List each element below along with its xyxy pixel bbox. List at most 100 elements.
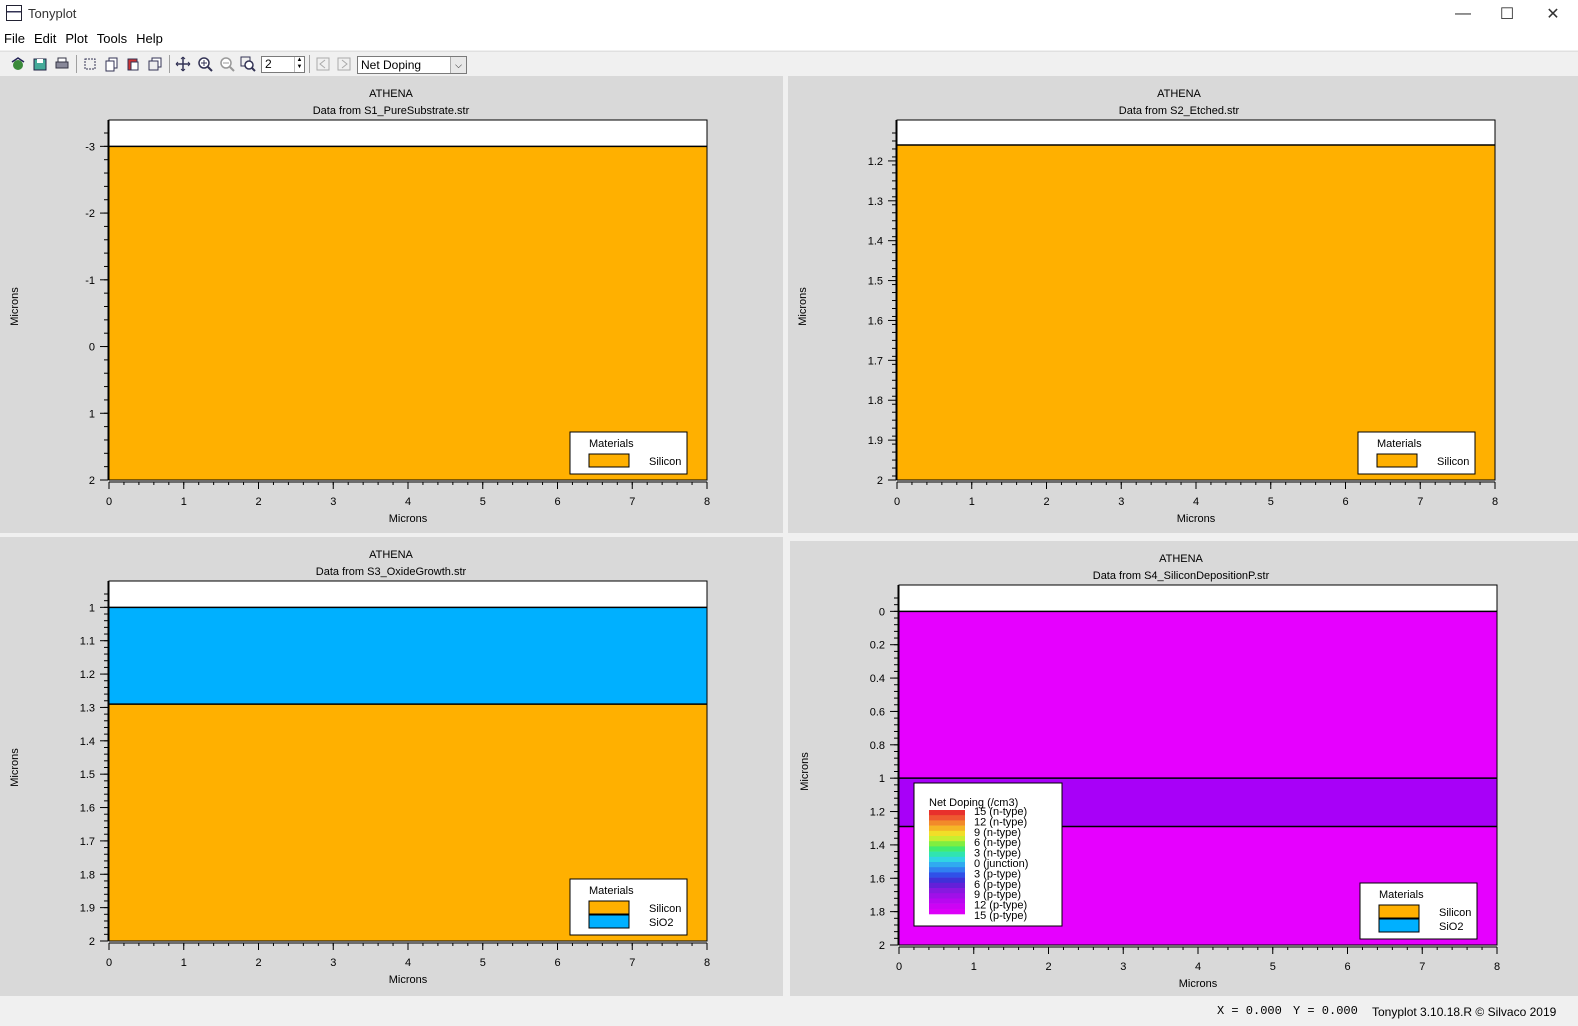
plot-subtitle: Data from S1_PureSubstrate.str xyxy=(313,105,470,117)
minimize-button[interactable]: — xyxy=(1455,5,1471,22)
x-tick-label: 7 xyxy=(629,496,635,508)
doping-color-step xyxy=(929,851,965,858)
doping-color-step xyxy=(929,846,965,852)
y-axis-label: Microns xyxy=(9,287,21,326)
close-button[interactable]: ✕ xyxy=(1546,6,1560,23)
x-tick-label: 6 xyxy=(554,957,560,969)
x-tick-label: 5 xyxy=(480,957,486,969)
doping-color-step xyxy=(929,841,965,847)
doping-legend-label: 3 (p-type) xyxy=(974,868,1021,880)
doping-color-step xyxy=(929,872,965,878)
plot-area: ATHENA Data from S1_PureSubstrate.str -3 -2… xyxy=(0,76,1578,998)
x-tick-label: 4 xyxy=(1195,961,1201,973)
zoom-in-icon[interactable] xyxy=(196,55,214,73)
x-tick-label: 7 xyxy=(1419,961,1425,973)
zoom-fit-icon[interactable] xyxy=(239,55,257,73)
doping-color-step xyxy=(929,898,965,904)
y-tick-label: 1.7 xyxy=(80,836,95,848)
x-tick-label: 1 xyxy=(971,961,977,973)
plot-frame xyxy=(896,119,1496,481)
menu-plot[interactable]: Plot xyxy=(65,31,88,46)
legend-swatch-sio2 xyxy=(1378,918,1420,933)
y-tick-label: 1.7 xyxy=(868,355,883,367)
y-tick-label: 1.1 xyxy=(80,636,95,648)
menu-bar: File Edit Plot Tools Help xyxy=(0,28,1578,50)
menu-file[interactable]: File xyxy=(4,31,25,46)
material-layer-doping_p xyxy=(899,611,1497,779)
select-region-icon[interactable] xyxy=(81,55,99,73)
legend-label-silicon: Silicon xyxy=(649,456,681,468)
y-tick-label: 1.2 xyxy=(80,669,95,681)
x-axis-label: Microns xyxy=(389,974,428,986)
doping-color-step xyxy=(929,877,965,884)
paste-icon[interactable] xyxy=(124,55,142,73)
y-axis-label: Microns xyxy=(799,752,811,791)
doping-color-step xyxy=(929,820,965,826)
maximize-button[interactable]: ☐ xyxy=(1499,6,1515,23)
doping-color-step xyxy=(929,908,965,915)
y-tick-label: -3 xyxy=(85,141,95,153)
tonyplot-app-icon xyxy=(6,5,22,21)
x-tick-label: 0 xyxy=(896,961,902,973)
y-tick-label: 0.8 xyxy=(870,740,885,752)
y-tick-label: 0.2 xyxy=(870,640,885,652)
legend-swatch-silicon xyxy=(1376,453,1418,468)
next-frame-icon[interactable] xyxy=(335,55,353,73)
y-tick-label: 2 xyxy=(879,940,885,952)
x-tick-label: 6 xyxy=(554,496,560,508)
doping-legend-label: 6 (p-type) xyxy=(974,879,1021,891)
net-doping-legend-title: Net Doping (/cm3) xyxy=(929,797,1018,809)
y-tick-label: 0 xyxy=(879,606,885,618)
previous-frame-icon[interactable] xyxy=(314,55,332,73)
y-tick-label: 1.8 xyxy=(80,869,95,881)
menu-tools[interactable]: Tools xyxy=(96,31,128,46)
plot-panel-4: ATHENA Data from S4_SiliconDepositionP.st… xyxy=(790,541,1578,996)
menu-help[interactable]: Help xyxy=(136,31,163,46)
y-tick-label: 0 xyxy=(89,342,95,354)
plot-panel-3: ATHENA Data from S3_OxideGrowth.str 1 1.1 1.… xyxy=(0,537,783,996)
plot-title: ATHENA xyxy=(369,88,413,100)
save-file-icon[interactable] xyxy=(31,55,49,73)
plots-canvas[interactable]: ATHENA Data from S1_PureSubstrate.str -3 -2… xyxy=(0,76,1578,998)
y-tick-label: 1.3 xyxy=(868,196,883,208)
spinner-arrows-icon[interactable]: ▲ ▼ xyxy=(294,57,304,72)
legend-swatch-silicon xyxy=(1378,904,1420,919)
y-tick-label: -1 xyxy=(85,275,95,287)
x-axis-label: Microns xyxy=(389,513,428,525)
legend-label-sio2: SiO2 xyxy=(1439,921,1463,933)
doping-color-step xyxy=(929,893,965,899)
print-icon[interactable] xyxy=(53,55,71,73)
y-tick-label: 1.2 xyxy=(868,156,883,168)
zoom-out-icon[interactable] xyxy=(218,55,236,73)
x-tick-label: 0 xyxy=(894,496,900,508)
y-tick-label: 1.4 xyxy=(80,736,95,748)
x-tick-label: 4 xyxy=(405,496,411,508)
doping-color-step xyxy=(929,815,965,821)
doping-legend-label: 9 (n-type) xyxy=(974,827,1021,839)
legend-label-silicon: Silicon xyxy=(649,903,681,915)
x-tick-label: 1 xyxy=(181,957,187,969)
y-tick-label: 1.3 xyxy=(80,702,95,714)
doping-legend-label: 3 (n-type) xyxy=(974,848,1021,860)
plot-title: ATHENA xyxy=(369,549,413,561)
copy-icon[interactable] xyxy=(103,55,121,73)
pan-icon[interactable] xyxy=(174,55,192,73)
doping-legend-label: 15 (n-type) xyxy=(974,806,1027,818)
materials-legend-title: Materials xyxy=(589,885,634,897)
quantity-select[interactable]: Net Doping ⌵ xyxy=(357,56,467,74)
open-file-icon[interactable] xyxy=(9,55,27,73)
y-tick-label: 1.6 xyxy=(868,315,883,327)
x-tick-label: 0 xyxy=(106,496,112,508)
y-tick-label: 2 xyxy=(877,475,883,487)
x-tick-label: 3 xyxy=(330,957,336,969)
chevron-down-icon[interactable]: ⌵ xyxy=(450,57,466,73)
x-tick-label: 7 xyxy=(629,957,635,969)
doping-color-step xyxy=(929,825,965,832)
y-tick-label: 1.6 xyxy=(80,803,95,815)
zoom-level-spinner[interactable]: 2 ▲ ▼ xyxy=(261,56,305,73)
x-tick-label: 1 xyxy=(969,496,975,508)
overlay-icon[interactable] xyxy=(146,55,164,73)
menu-edit[interactable]: Edit xyxy=(33,31,57,46)
y-axis-label: Microns xyxy=(9,748,21,787)
materials-legend-title: Materials xyxy=(589,438,634,450)
